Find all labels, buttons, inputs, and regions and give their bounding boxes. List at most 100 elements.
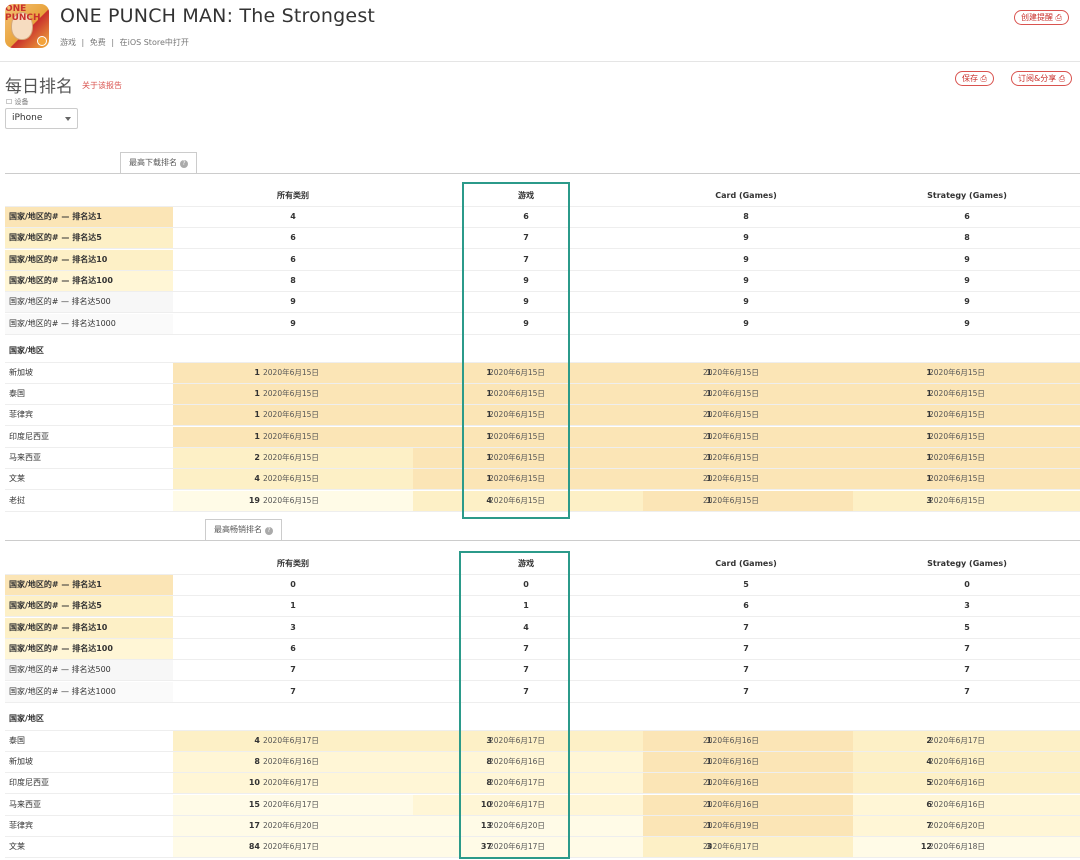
- summary-value: 9: [743, 275, 749, 285]
- device-select[interactable]: iPhone: [5, 108, 78, 129]
- region-name[interactable]: 菲律宾: [9, 821, 33, 830]
- app-category[interactable]: 游戏: [60, 38, 76, 47]
- region-header: 国家/地区: [9, 345, 44, 355]
- page-title: 每日排名: [5, 77, 73, 97]
- table-row: 老挝 19 2020年6月15日 4 2020年6月15日 1 2020年6月15日 3 202…: [5, 490, 1080, 512]
- about-report-link[interactable]: 关于该报告: [82, 81, 122, 90]
- rank-cell: 1 2020年6月15日: [643, 490, 853, 511]
- rank-cell: 1 2020年6月19日: [643, 816, 853, 836]
- rank-value: 4: [486, 495, 492, 505]
- subscribe-share-button[interactable]: 订阅&分享 ⎙: [1011, 71, 1073, 86]
- rank-cell: 6 2020年6月16日: [853, 794, 1080, 815]
- help-icon[interactable]: ?: [180, 160, 188, 168]
- summary-row: 国家/地区的# — 排名达1 4 6 8 6: [5, 207, 1080, 228]
- summary-value: 1: [523, 601, 529, 611]
- rank-date: 2020年6月19日: [703, 821, 759, 830]
- region-name[interactable]: 印度尼西亚: [9, 431, 49, 441]
- rank-date: 2020年6月20日: [263, 821, 319, 830]
- summary-value: 7: [523, 665, 529, 675]
- rank-date: 2020年6月16日: [489, 757, 545, 767]
- tab-top-downloads[interactable]: 最高下载排名?: [120, 152, 197, 174]
- rank-value: 1: [926, 474, 932, 484]
- summary-row: 国家/地区的# — 排名达10 3 4 7 5: [5, 617, 1080, 639]
- tab-top-grossing[interactable]: 最高畅销排名?: [205, 519, 282, 541]
- summary-label: 国家/地区的# — 排名达10: [5, 617, 173, 638]
- rank-date: 2020年6月15日: [263, 495, 319, 505]
- rank-date: 2020年6月15日: [929, 389, 985, 399]
- rank-date: 2020年6月16日: [929, 778, 985, 788]
- summary-value: 9: [964, 254, 970, 264]
- rank-cell: 8 2020年6月16日: [173, 752, 413, 773]
- region-name[interactable]: 马来西亚: [9, 799, 41, 809]
- rank-cell: 1 2020年6月16日: [643, 794, 853, 815]
- region-name[interactable]: 印度尼西亚: [9, 778, 49, 788]
- region-header-row: 国家/地区: [5, 709, 1080, 731]
- summary-value: 6: [743, 601, 749, 611]
- rank-cell: 1 2020年6月16日: [643, 752, 853, 773]
- rank-value: 1: [706, 474, 712, 484]
- region-name[interactable]: 马来西亚: [9, 453, 41, 462]
- column-header[interactable]: Strategy (Games): [927, 559, 1007, 568]
- rank-date: 2020年6月15日: [703, 410, 759, 420]
- rank-value: 1: [706, 778, 712, 788]
- rank-date: 2020年6月15日: [489, 495, 545, 505]
- summary-value: 9: [743, 318, 749, 328]
- rank-date: 2020年6月15日: [263, 389, 319, 399]
- rank-value: 1: [486, 389, 492, 399]
- rank-value: 1: [486, 453, 492, 462]
- app-icon-text: ONE PUNCH: [5, 4, 41, 23]
- rank-cell: 1 2020年6月15日: [643, 469, 853, 490]
- column-header[interactable]: Card (Games): [715, 191, 777, 200]
- summary-value: 3: [964, 601, 970, 611]
- summary-value: 0: [523, 580, 529, 589]
- summary-value: 6: [290, 233, 296, 243]
- column-header[interactable]: 游戏: [518, 191, 534, 200]
- summary-value: 7: [964, 665, 970, 675]
- region-name[interactable]: 老挝: [9, 495, 25, 505]
- help-icon[interactable]: ?: [265, 527, 273, 535]
- column-header[interactable]: 游戏: [518, 559, 534, 568]
- rank-value: 1: [926, 431, 932, 441]
- rank-cell: 1 2020年6月15日: [853, 448, 1080, 468]
- region-name[interactable]: 泰国: [9, 735, 25, 745]
- save-button[interactable]: 保存 ⎙: [955, 71, 994, 86]
- summary-value: 9: [964, 297, 970, 307]
- summary-value: 8: [964, 233, 970, 243]
- summary-label: 国家/地区的# — 排名达500: [5, 292, 173, 313]
- summary-row: 国家/地区的# — 排名达1 0 0 5 0: [5, 575, 1080, 596]
- rank-date: 2020年6月15日: [703, 431, 759, 441]
- divider: [5, 540, 1080, 541]
- summary-row: 国家/地区的# — 排名达1000 9 9 9 9: [5, 313, 1080, 335]
- rank-cell: 1 2020年6月15日: [853, 405, 1080, 426]
- rank-cell: 1 2020年6月15日: [643, 448, 853, 468]
- rank-cell: 1 2020年6月16日: [643, 730, 853, 751]
- rank-value: 1: [486, 474, 492, 484]
- column-header[interactable]: 所有类别: [277, 559, 309, 568]
- table-header-row: 所有类别 游戏 Card (Games) Strategy (Games): [5, 186, 1080, 207]
- summary-value: 9: [964, 318, 970, 328]
- summary-value: 6: [523, 212, 529, 221]
- summary-value: 7: [523, 643, 529, 653]
- rank-value: 1: [706, 431, 712, 441]
- rank-cell: 1 2020年6月15日: [413, 426, 643, 447]
- rank-date: 2020年6月17日: [703, 842, 759, 852]
- summary-label: 国家/地区的# — 排名达100: [5, 270, 173, 291]
- column-header[interactable]: Strategy (Games): [927, 191, 1007, 200]
- tab-label: 最高下载排名: [129, 158, 177, 167]
- column-header[interactable]: 所有类别: [277, 191, 309, 200]
- rank-value: 10: [480, 799, 492, 809]
- region-name[interactable]: 泰国: [9, 389, 25, 399]
- open-in-store-link[interactable]: 在iOS Store中打开: [119, 38, 189, 47]
- region-name[interactable]: 新加坡: [9, 367, 33, 377]
- rank-cell: 1 2020年6月15日: [173, 405, 413, 426]
- summary-value: 6: [290, 643, 296, 653]
- region-name[interactable]: 文莱: [9, 842, 25, 852]
- region-name[interactable]: 菲律宾: [9, 410, 33, 420]
- create-alert-button[interactable]: 创建提醒 ⎙: [1014, 10, 1069, 25]
- table-row: 泰国 1 2020年6月15日 1 2020年6月15日 1 2020年6月15日 1 2020…: [5, 384, 1080, 406]
- region-name[interactable]: 文莱: [9, 474, 25, 484]
- summary-value: 4: [290, 212, 296, 221]
- column-header[interactable]: Card (Games): [715, 559, 777, 568]
- region-name[interactable]: 新加坡: [9, 757, 33, 767]
- rank-date: 2020年6月15日: [929, 453, 985, 462]
